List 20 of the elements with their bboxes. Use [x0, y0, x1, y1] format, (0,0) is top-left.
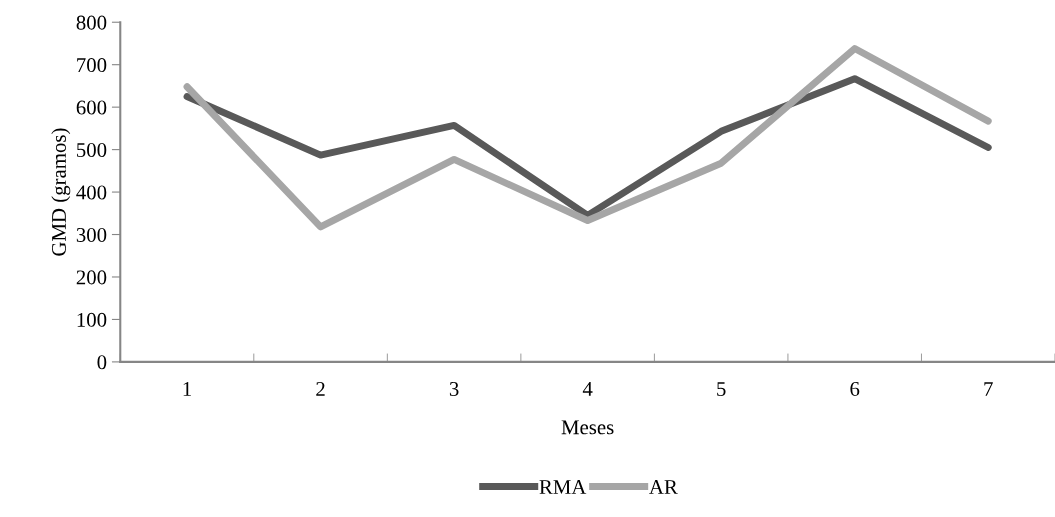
y-tick-label: 0 — [97, 355, 107, 370]
y-tick-label: 700 — [77, 58, 107, 73]
legend-label: AR — [649, 480, 678, 494]
y-axis-title: GMD (gramos) — [51, 128, 71, 256]
x-tick-label: 7 — [984, 382, 993, 396]
y-tick-label: 100 — [77, 312, 107, 327]
x-tick-label: 2 — [316, 382, 325, 396]
x-tick-label: 3 — [449, 382, 459, 397]
y-tick-label: 600 — [76, 100, 107, 115]
x-tick-label: 1 — [183, 382, 191, 396]
legend-label: RMA — [539, 480, 587, 494]
x-tick-label: 4 — [582, 382, 593, 396]
x-tick-label: 5 — [717, 382, 726, 397]
x-tick-label: 6 — [850, 382, 860, 397]
y-tick-label: 500 — [77, 142, 107, 158]
y-tick-label: 400 — [76, 185, 107, 200]
y-tick-label: 300 — [76, 227, 107, 242]
y-tick-label: 800 — [76, 15, 107, 30]
y-tick-label: 200 — [76, 270, 107, 285]
x-axis-title: Meses — [561, 420, 614, 435]
